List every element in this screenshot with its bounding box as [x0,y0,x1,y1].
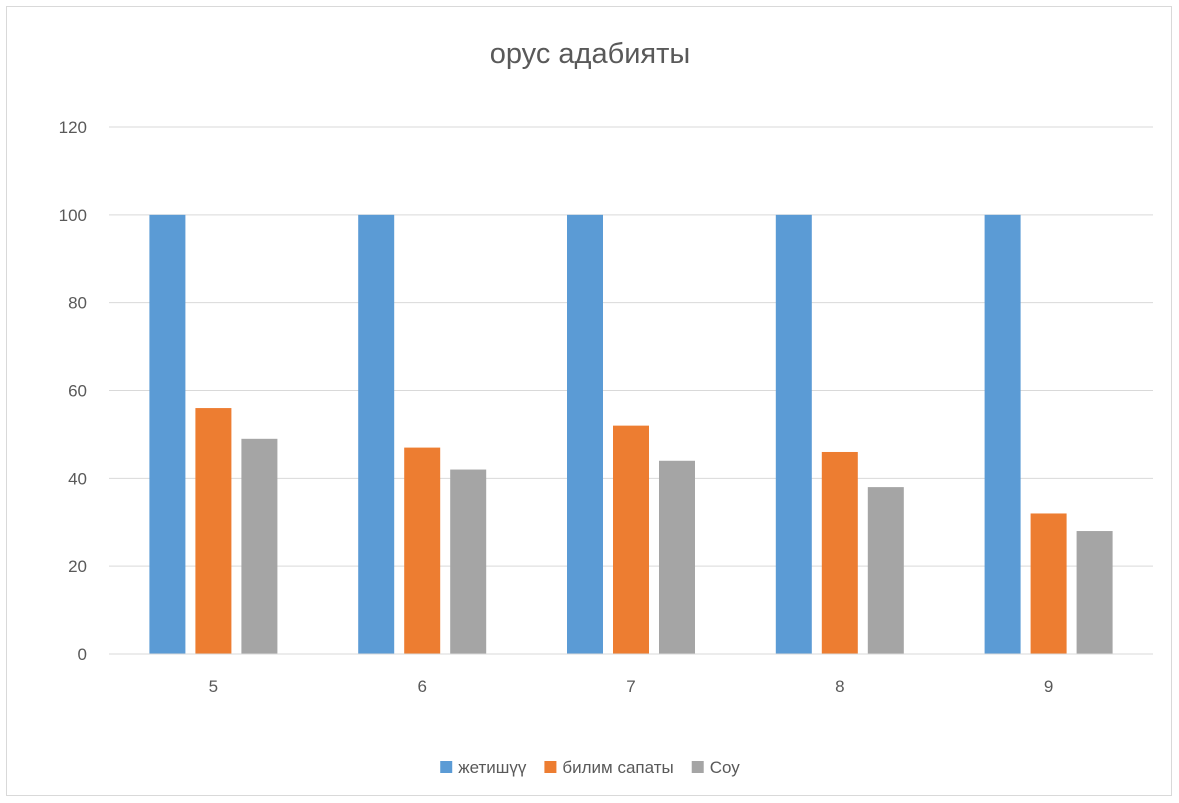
y-tick-label: 40 [68,469,87,488]
x-axis-tick-labels: 5 6 7 8 9 [209,677,1054,696]
y-tick-label: 20 [68,557,87,576]
x-tick-label: 8 [835,677,844,696]
x-tick-label: 5 [209,677,218,696]
gridlines [109,126,1153,567]
bar-1-6 [358,214,395,655]
legend-label: Соу [710,758,741,777]
chart-title: орус адабияты [490,38,690,70]
bar-1-8 [775,214,812,655]
bar-2-6 [404,447,441,654]
bar-1-7 [567,214,603,655]
legend: жетишүү билим сапаты Соу [440,758,740,777]
bar-1-5 [149,214,186,655]
x-tick-label: 9 [1044,677,1053,696]
legend-swatch-2 [544,761,557,773]
bar-2-7 [613,425,649,654]
legend-label: билим сапаты [562,758,673,777]
x-tick-label: 7 [626,677,635,696]
bar-2-8 [821,451,858,654]
legend-label: жетишүү [458,758,527,777]
y-tick-label: 120 [59,118,87,137]
y-tick-label: 100 [59,206,87,225]
bar-1-9 [984,214,1021,655]
bar-3-7 [659,460,695,654]
x-tick-label: 6 [417,677,426,696]
bars [149,214,1113,655]
y-tick-label: 0 [78,645,87,664]
legend-swatch-1 [440,761,453,773]
bar-3-9 [1076,531,1113,654]
legend-swatch-3 [691,761,704,773]
y-tick-label: 80 [68,294,87,313]
bar-2-5 [195,408,232,654]
y-tick-label: 60 [68,382,87,401]
bar-3-5 [241,438,278,654]
bar-2-9 [1030,513,1067,654]
bar-3-8 [867,487,904,654]
bar-3-6 [450,469,487,654]
y-axis-tick-labels: 0 20 40 60 80 100 120 [59,118,87,664]
